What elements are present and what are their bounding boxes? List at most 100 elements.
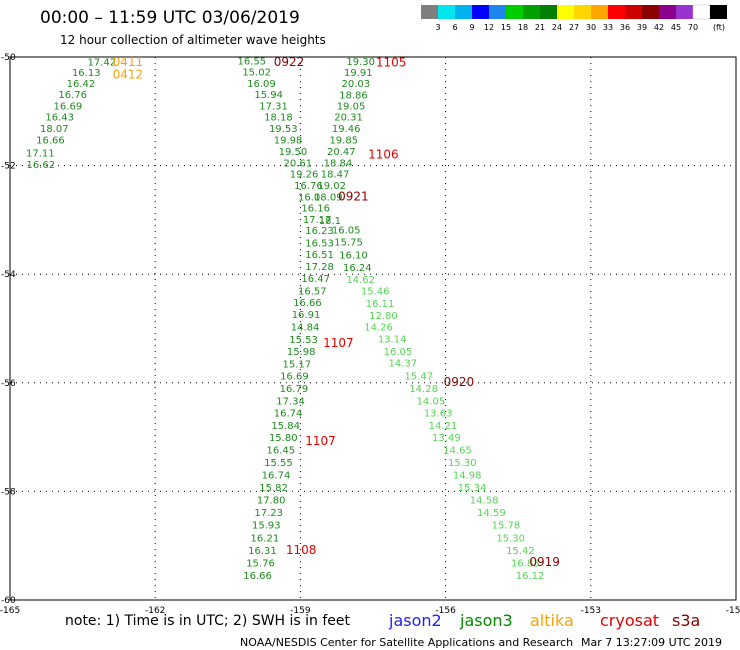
swh-value: 19.02: [317, 181, 346, 192]
swh-value: 16.24: [343, 263, 372, 274]
swh-value: 15.76: [246, 559, 275, 570]
track-1105: 19.3019.9120.0318.8619.0520.3119.4619.85…: [314, 57, 375, 204]
legend-swatch: [438, 5, 455, 19]
swh-value: 19.05: [337, 101, 366, 112]
legend-unit-label: (ft): [713, 23, 725, 32]
swh-value: 15.93: [252, 521, 281, 532]
swh-color-legend: 3 6 9 12 15 18 21 24 27 30 33 36 39 42 45 70 (ft): [421, 4, 727, 32]
pass-time-label: 0921: [338, 189, 369, 203]
track-0411: 17.4216.1316.4216.7616.6916.4318.0716.66…: [26, 57, 116, 171]
swh-value: 15.46: [361, 286, 390, 297]
footer-note: note: 1) Time is in UTC; 2) SWH is in fe…: [65, 613, 351, 629]
map-frame: [9, 56, 737, 601]
legend-tick-label: 18: [518, 23, 528, 32]
lon-tick-label: -159: [290, 606, 311, 616]
swh-value: 16.66: [36, 136, 65, 147]
page-subtitle: 12 hour collection of altimeter wave hei…: [60, 33, 326, 47]
swh-value: 13.63: [424, 409, 453, 420]
swh-value: 17.23: [254, 508, 283, 519]
swh-value: 19.85: [329, 136, 358, 147]
pass-time-label: 0411: [113, 55, 144, 69]
legend-swatch: [472, 5, 489, 19]
legend-tick-label: 24: [552, 23, 562, 32]
swh-value: 14.84: [291, 322, 320, 333]
swh-value: 16.76: [294, 181, 323, 192]
swh-value: 18.09: [314, 193, 343, 204]
swh-value: 16.53: [305, 239, 334, 250]
swh-value: 16.05: [332, 226, 361, 237]
swh-value: 14.65: [443, 446, 472, 457]
swh-value: 16.13: [72, 68, 101, 79]
swh-value: 15.30: [496, 534, 525, 545]
swh-value: 16.12: [516, 571, 545, 582]
swh-value: 14.59: [477, 508, 506, 519]
swh-value: 17.80: [257, 496, 286, 507]
legend-tick-label: 45: [671, 23, 681, 32]
legend-swatch: [506, 5, 523, 19]
swh-value: 18.86: [339, 90, 368, 101]
swh-value: 14.21: [429, 421, 458, 432]
legend-tick-label: 3: [435, 23, 440, 32]
swh-value: 16.21: [251, 534, 280, 545]
swh-value: 15.82: [259, 483, 288, 494]
swh-value: 19.91: [344, 68, 373, 79]
legend-swatch: [659, 5, 676, 19]
swh-value: 15.02: [242, 68, 271, 79]
swh-value: 14.26: [364, 322, 393, 333]
swh-value: 16.43: [45, 113, 74, 124]
legend-swatch: [557, 5, 574, 19]
swh-value: 19.26: [290, 170, 319, 181]
swh-value: 19.50: [279, 147, 308, 158]
legend-swatch: [608, 5, 625, 19]
swh-value: 16.69: [54, 101, 83, 112]
page-title: 00:00 – 11:59 UTC 03/06/2019: [40, 8, 300, 28]
pass-time-label: 1107: [305, 434, 336, 448]
swh-value: 20.31: [334, 113, 363, 124]
swh-value: 16.09: [247, 79, 276, 90]
satellite-legend: jason2 jason3 altika cryosat s3a: [388, 611, 700, 630]
legend-tick-label: 36: [620, 23, 630, 32]
swh-value: 16.76: [58, 90, 87, 101]
swh-value: 14.58: [470, 496, 499, 507]
lat-tick-label: -54: [1, 270, 16, 280]
swh-value: 16.83: [511, 559, 540, 570]
map-grid: -165 -162 -159 -156 -153 -150 -50 -52 -54 -56 -58 -…: [0, 53, 740, 616]
swh-value: 18.18: [264, 113, 293, 124]
legend-swatch: [642, 5, 659, 19]
lon-tick-label: -165: [0, 606, 20, 616]
lat-tick-label: -52: [1, 162, 16, 172]
altimeter-tracks: 17.4216.1316.4216.7616.6916.4318.0716.66…: [26, 56, 544, 582]
swh-value: 17.11: [26, 149, 55, 160]
swh-value: 19.30: [346, 57, 375, 68]
swh-value: 15.30: [448, 458, 477, 469]
track-0922: 16.5515.0216.0915.9417.3118.1819.5319.98…: [237, 56, 333, 582]
swh-value: 16.69: [280, 372, 309, 383]
legend-tick-label: 42: [654, 23, 664, 32]
pass-time-label: 0919: [529, 555, 560, 569]
swh-value: 16.79: [280, 384, 309, 395]
swh-value: 15.34: [458, 483, 487, 494]
legend-swatch: [676, 5, 693, 19]
legend-tick-label: 27: [569, 23, 579, 32]
footer-timestamp: Mar 7 13:27:09 UTC 2019: [581, 636, 722, 649]
swh-value: 14.28: [409, 384, 438, 395]
legend-tick-label: 15: [501, 23, 511, 32]
swh-value: 15.98: [287, 347, 316, 358]
legend-tick-label: 12: [484, 23, 494, 32]
swh-value: 16.66: [243, 571, 272, 582]
swh-value: 20.61: [283, 158, 312, 169]
swh-value: 15.78: [492, 521, 521, 532]
swh-value: 14.37: [388, 359, 417, 370]
pass-time-label: 1107: [323, 336, 354, 350]
swh-value: 18.1: [319, 216, 341, 227]
legend-swatch: [574, 5, 591, 19]
satellite-cryosat-label: cryosat: [600, 611, 659, 630]
swh-value: 15.53: [289, 335, 318, 346]
lon-tick-label: -156: [435, 606, 456, 616]
legend-swatch: [523, 5, 540, 19]
swh-value: 17.17: [303, 215, 332, 226]
swh-value: 14.98: [453, 471, 482, 482]
legend-tick-label: 70: [688, 23, 698, 32]
swh-value: 16.51: [305, 250, 334, 261]
